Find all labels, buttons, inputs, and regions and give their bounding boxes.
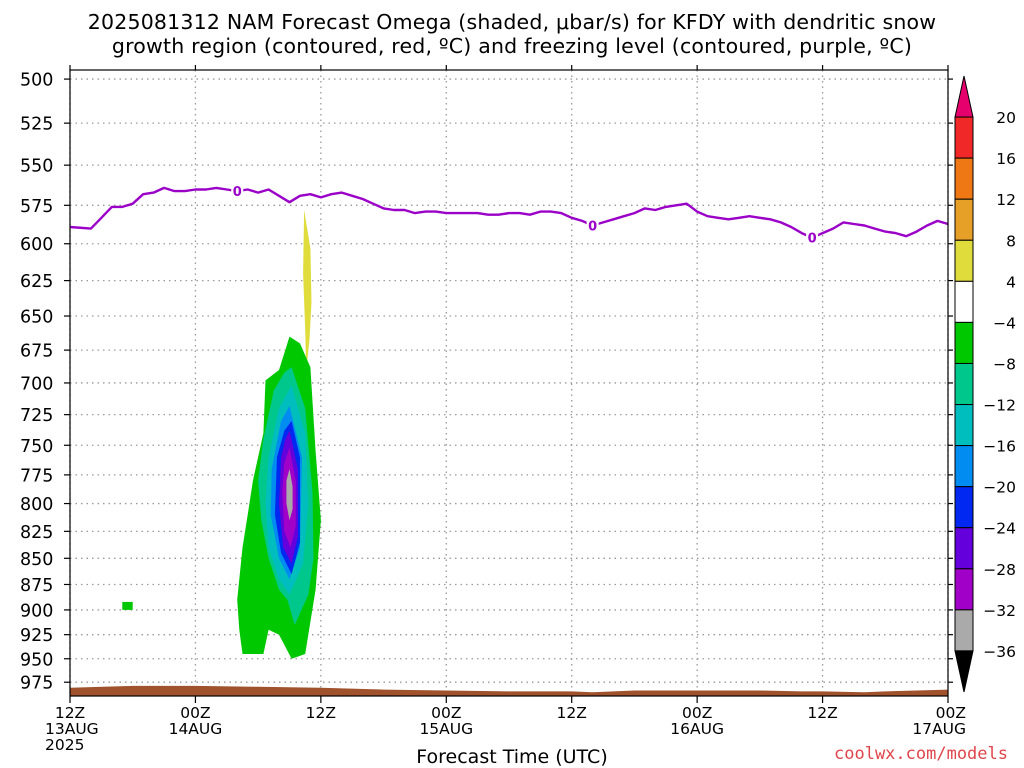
colorbar-swatch-1 <box>954 116 974 159</box>
y-tick-label-725: 725 <box>20 406 53 426</box>
colorbar-label-10: −24 <box>983 520 1016 538</box>
y-tick-label-975: 975 <box>20 674 53 694</box>
colorbar-swatch-12 <box>954 568 974 611</box>
colorbar-label-4: 4 <box>1006 273 1016 291</box>
chart-title-line-2: growth region (contoured, red, ºC) and f… <box>111 34 913 58</box>
y-tick-label-925: 925 <box>20 626 53 646</box>
colorbar-label-9: −20 <box>983 479 1016 497</box>
omega-area-9 <box>286 469 293 521</box>
colorbar: 20 16 12 8 4 −4 −8 −12 −16 −20 −24 −28 −32 −36 <box>954 75 1016 693</box>
plot-frame <box>69 69 949 697</box>
x-tick-label-36-0: 00Z <box>431 704 461 722</box>
y-tick-label-600: 600 <box>20 235 53 255</box>
x-tick-label-60-1: 16AUG <box>670 720 724 738</box>
omega-area-2 <box>122 601 133 610</box>
y-tick-label-950: 950 <box>20 650 53 670</box>
colorbar-label-1: 16 <box>996 150 1016 168</box>
y-tick-label-850: 850 <box>20 550 53 570</box>
colorbar-label-12: −32 <box>983 602 1016 620</box>
colorbar-bottom-arrow <box>954 650 974 693</box>
x-tick-label-24-0: 12Z <box>306 704 336 722</box>
x-tick-label-0-0: 12Z <box>55 704 85 722</box>
colorbar-swatch-4 <box>954 239 974 282</box>
freezing-level-contour: 0 0 0 <box>69 183 949 247</box>
credit-text: coolwx.com/models <box>834 744 1008 764</box>
colorbar-top-arrow <box>954 75 974 118</box>
chart-title-line-1: 2025081312 NAM Forecast Omega (shaded, μ… <box>87 10 937 34</box>
freezing-level-label-0: 0 <box>233 185 242 200</box>
y-tick-label-550: 550 <box>20 157 53 177</box>
colorbar-swatch-6 <box>954 321 974 364</box>
y-tick-label-500: 500 <box>20 71 53 91</box>
freezing-level-label-1: 0 <box>588 219 597 234</box>
colorbar-label-7: −12 <box>983 397 1016 415</box>
y-tick-label-825: 825 <box>20 523 53 543</box>
omega-shading <box>122 210 321 659</box>
colorbar-swatch-8 <box>954 404 974 447</box>
x-tick-label-0-2: 2025 <box>45 736 84 754</box>
y-tick-label-750: 750 <box>20 437 53 457</box>
x-tick-label-0-1: 13AUG <box>45 720 99 738</box>
y-tick-label-625: 625 <box>20 272 53 292</box>
freezing-label-bg-1 <box>586 217 599 234</box>
colorbar-swatch-5 <box>954 280 974 323</box>
colorbar-swatch-7 <box>954 362 974 406</box>
x-axis-title: Forecast Time (UTC) <box>416 746 608 768</box>
y-tick-label-700: 700 <box>20 374 53 394</box>
freezing-level-label-2: 0 <box>808 232 817 247</box>
colorbar-label-11: −28 <box>983 561 1016 579</box>
grid-lines <box>69 70 949 696</box>
colorbar-swatch-2 <box>954 157 974 200</box>
x-tick-label-60-0: 00Z <box>682 704 712 722</box>
x-tick-label-84-1: 17AUG <box>912 720 966 738</box>
freezing-label-bg-2 <box>806 229 819 246</box>
x-tick-label-36-1: 15AUG <box>419 720 473 738</box>
colorbar-label-2: 12 <box>996 191 1016 209</box>
colorbar-label-6: −8 <box>993 355 1016 373</box>
colorbar-swatch-11 <box>954 527 974 570</box>
colorbar-swatch-13 <box>954 609 974 652</box>
x-tick-label-12-0: 00Z <box>180 704 210 722</box>
y-tick-label-650: 650 <box>20 308 53 328</box>
omega-area-0 <box>303 210 312 370</box>
y-tick-label-575: 575 <box>20 197 53 217</box>
y-tick-label-525: 525 <box>20 115 53 135</box>
plot-border <box>69 69 949 697</box>
x-tick-label-84-0: 00Z <box>936 704 966 722</box>
colorbar-label-5: −4 <box>993 314 1016 332</box>
y-tick-label-875: 875 <box>20 576 53 596</box>
y-tick-label-900: 900 <box>20 601 53 621</box>
y-tick-label-800: 800 <box>20 495 53 515</box>
terrain-area <box>70 685 948 696</box>
colorbar-swatch-10 <box>954 486 974 529</box>
colorbar-swatch-3 <box>954 198 974 241</box>
x-tick-label-12-1: 14AUG <box>169 720 223 738</box>
freezing-label-bg-0 <box>231 183 244 200</box>
y-tick-label-775: 775 <box>20 466 53 486</box>
colorbar-label-8: −16 <box>983 438 1016 456</box>
terrain-fill <box>70 685 948 696</box>
x-tick-label-48-0: 12Z <box>557 704 587 722</box>
colorbar-label-0: 20 <box>996 109 1016 127</box>
colorbar-swatch-9 <box>954 445 974 488</box>
colorbar-label-3: 8 <box>1006 232 1016 250</box>
freezing-level-line <box>69 186 949 239</box>
y-tick-label-675: 675 <box>20 342 53 362</box>
x-tick-label-72-0: 12Z <box>807 704 837 722</box>
y-axis: 500 525 550 575 600 625 650 675 700 725 750 775 800 8… <box>20 71 953 694</box>
colorbar-label-13: −36 <box>983 643 1016 661</box>
